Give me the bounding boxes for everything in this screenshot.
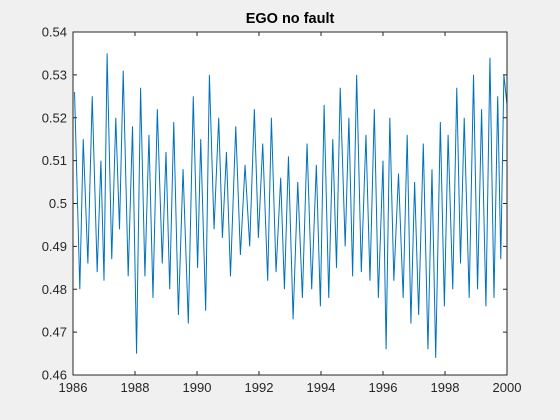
y-tick-label: 0.48 <box>42 282 67 297</box>
series-layer <box>74 53 508 358</box>
series-line-0 <box>74 53 508 358</box>
y-tick-label: 0.47 <box>42 325 67 340</box>
chart-title: EGO no fault <box>246 11 335 27</box>
y-tick-label: 0.53 <box>42 67 67 82</box>
x-tick-label: 1990 <box>183 380 212 395</box>
y-tick-label: 0.5 <box>49 196 67 211</box>
y-tick-label: 0.46 <box>42 368 67 383</box>
y-tick-label: 0.49 <box>42 239 67 254</box>
y-tick-label: 0.52 <box>42 110 67 125</box>
y-tick-label: 0.51 <box>42 153 67 168</box>
x-tick-label: 1998 <box>431 380 460 395</box>
x-tick-label: 1988 <box>121 380 150 395</box>
x-tick-label: 1996 <box>369 380 398 395</box>
x-tick-label: 2000 <box>493 380 522 395</box>
y-axis: 0.46 0.47 0.48 0.49 0.5 0.51 0.52 0.53 0.54 <box>42 25 507 383</box>
x-tick-label: 1994 <box>307 380 336 395</box>
y-tick-label: 0.54 <box>42 25 67 40</box>
x-axis: 1986 1988 1990 1992 1994 1996 1998 2000 <box>59 32 522 395</box>
x-tick-label: 1986 <box>59 380 88 395</box>
x-tick-label: 1992 <box>245 380 274 395</box>
